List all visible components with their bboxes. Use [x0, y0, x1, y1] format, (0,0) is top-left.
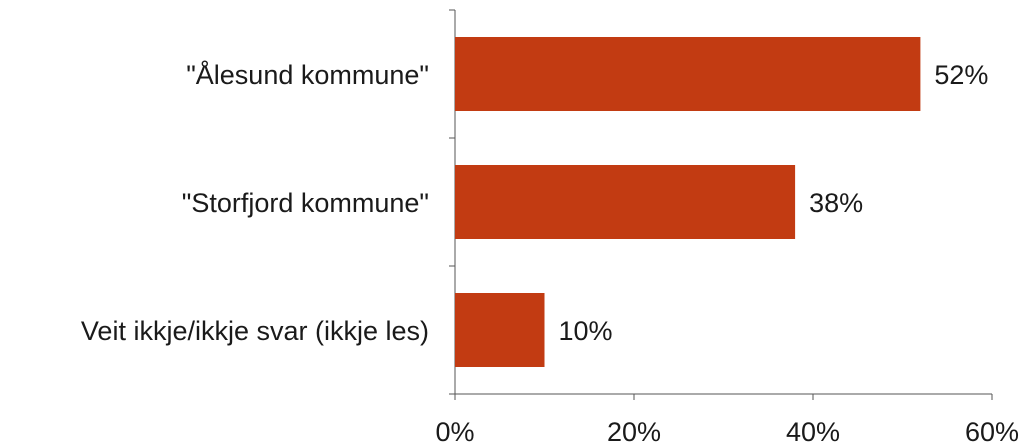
- x-tick-label: 40%: [786, 417, 840, 446]
- bar: [455, 293, 545, 367]
- data-label: 10%: [559, 316, 613, 346]
- x-tick-label: 20%: [607, 417, 661, 446]
- labels: 0% 20% 40% 60% 52% "Ålesund kommune" 38% "Storf…: [81, 59, 1019, 446]
- category-label: Veit ikkje/ikkje svar (ikkje les): [81, 316, 429, 346]
- bar: [455, 165, 796, 239]
- category-label: "Storfjord kommune": [182, 188, 429, 218]
- x-tick-label: 60%: [965, 417, 1019, 446]
- bar: [455, 37, 921, 111]
- category-label: "Ålesund kommune": [186, 59, 429, 90]
- data-label: 52%: [934, 60, 988, 90]
- x-tick-label: 0%: [435, 417, 474, 446]
- bars: [455, 37, 921, 367]
- data-label: 38%: [809, 188, 863, 218]
